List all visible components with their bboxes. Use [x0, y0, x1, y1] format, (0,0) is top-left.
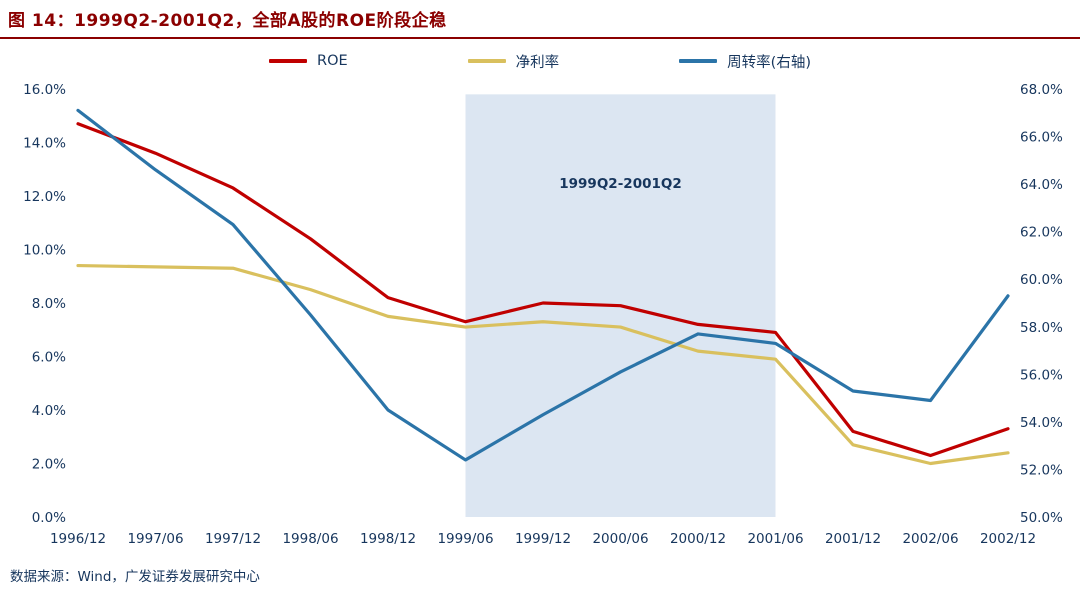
x-axis-tick: 1999/12 — [515, 531, 571, 547]
right-axis-tick: 68.0% — [1020, 82, 1063, 98]
turnover-line-swatch — [679, 59, 718, 63]
x-axis-tick: 1998/06 — [282, 531, 338, 547]
right-axis-tick: 64.0% — [1020, 177, 1063, 193]
x-axis-tick: 2001/06 — [747, 531, 803, 547]
x-axis-tick: 2001/12 — [825, 531, 881, 547]
line-chart: 1999Q2-2001Q2 0.0% 2.0% 4.0% 6.0% 8.0% 10.0% 12… — [23, 82, 1063, 547]
legend-label-turnover: 周转率(右轴) — [727, 54, 811, 71]
right-axis-tick: 50.0% — [1020, 510, 1063, 526]
net-margin-line — [76, 263, 1010, 466]
turnover-line — [76, 108, 1010, 462]
legend-item-net-margin: 净利率 — [467, 51, 560, 72]
x-axis-tick: 2000/06 — [592, 531, 648, 547]
left-axis-tick: 4.0% — [32, 403, 66, 419]
right-axis-tick: 52.0% — [1020, 462, 1063, 478]
right-axis-tick: 66.0% — [1020, 130, 1063, 146]
legend-item-roe: ROE — [269, 53, 348, 69]
data-source: 数据来源：Wind，广发证券发展研究中心 — [10, 569, 260, 585]
right-axis-tick: 60.0% — [1020, 272, 1063, 288]
left-axis-tick: 12.0% — [23, 189, 66, 205]
left-axis-tick: 8.0% — [32, 296, 66, 312]
left-axis-tick: 2.0% — [32, 457, 66, 473]
legend-item-turnover: 周转率(右轴) — [679, 51, 811, 72]
x-axis-tick: 2000/12 — [670, 531, 726, 547]
x-axis-tick: 1998/12 — [360, 531, 416, 547]
x-axis-tick: 2002/12 — [980, 531, 1036, 547]
right-axis-tick: 58.0% — [1020, 320, 1063, 336]
left-axis-tick: 14.0% — [23, 136, 66, 152]
x-axis-tick: 1997/12 — [205, 531, 261, 547]
right-axis-tick: 56.0% — [1020, 367, 1063, 383]
figure-header: 图 14：1999Q2-2001Q2，全部A股的ROE阶段企稳 — [0, 0, 1080, 39]
figure-title: 图 14：1999Q2-2001Q2，全部A股的ROE阶段企稳 — [8, 11, 447, 31]
roe-line — [76, 122, 1010, 458]
chart-legend: ROE 净利率 周转率(右轴) — [0, 47, 1080, 75]
legend-label-net-margin: 净利率 — [515, 54, 560, 71]
left-axis-tick: 0.0% — [32, 510, 66, 526]
x-axis-tick: 1996/12 — [50, 531, 106, 547]
x-axis-tick: 1997/06 — [127, 531, 183, 547]
right-axis-tick: 54.0% — [1020, 415, 1063, 431]
left-axis-tick: 6.0% — [32, 350, 66, 366]
x-axis-tick: 1999/06 — [437, 531, 493, 547]
x-axis-tick: 2002/06 — [902, 531, 958, 547]
net-margin-line-swatch — [467, 59, 506, 63]
band-label: 1999Q2-2001Q2 — [559, 176, 682, 192]
legend-label-roe: ROE — [317, 53, 348, 69]
left-axis-tick: 16.0% — [23, 82, 66, 98]
left-axis-tick: 10.0% — [23, 243, 66, 259]
roe-line-swatch — [269, 59, 307, 63]
right-axis-tick: 62.0% — [1020, 225, 1063, 241]
